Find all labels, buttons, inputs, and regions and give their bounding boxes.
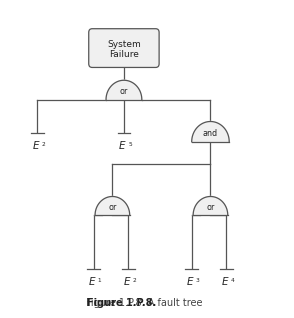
- Text: $E$: $E$: [88, 275, 96, 287]
- Text: $E$: $E$: [220, 275, 229, 287]
- Polygon shape: [193, 197, 228, 215]
- Text: $_1$: $_1$: [97, 276, 103, 285]
- Text: or: or: [120, 87, 128, 96]
- Text: or: or: [108, 203, 117, 212]
- Text: Figure 1.P.8.: Figure 1.P.8.: [87, 298, 156, 308]
- Polygon shape: [95, 197, 130, 215]
- Polygon shape: [106, 80, 142, 100]
- Text: Failure: Failure: [109, 51, 139, 59]
- Polygon shape: [192, 121, 229, 142]
- Text: $_2$: $_2$: [41, 140, 46, 149]
- Text: $E$: $E$: [186, 275, 195, 287]
- Text: $_3$: $_3$: [195, 276, 201, 285]
- Text: $E$: $E$: [32, 139, 40, 151]
- FancyBboxPatch shape: [89, 29, 159, 67]
- Text: $_4$: $_4$: [230, 276, 235, 285]
- Text: $E$: $E$: [118, 139, 127, 151]
- Text: System: System: [107, 40, 141, 49]
- Text: Figure 1.P.8. A fault tree: Figure 1.P.8. A fault tree: [86, 298, 202, 308]
- Text: $E$: $E$: [123, 275, 131, 287]
- Text: and: and: [203, 129, 218, 138]
- Text: $_2$: $_2$: [132, 276, 137, 285]
- Text: or: or: [206, 203, 215, 212]
- Text: $_5$: $_5$: [128, 140, 133, 149]
